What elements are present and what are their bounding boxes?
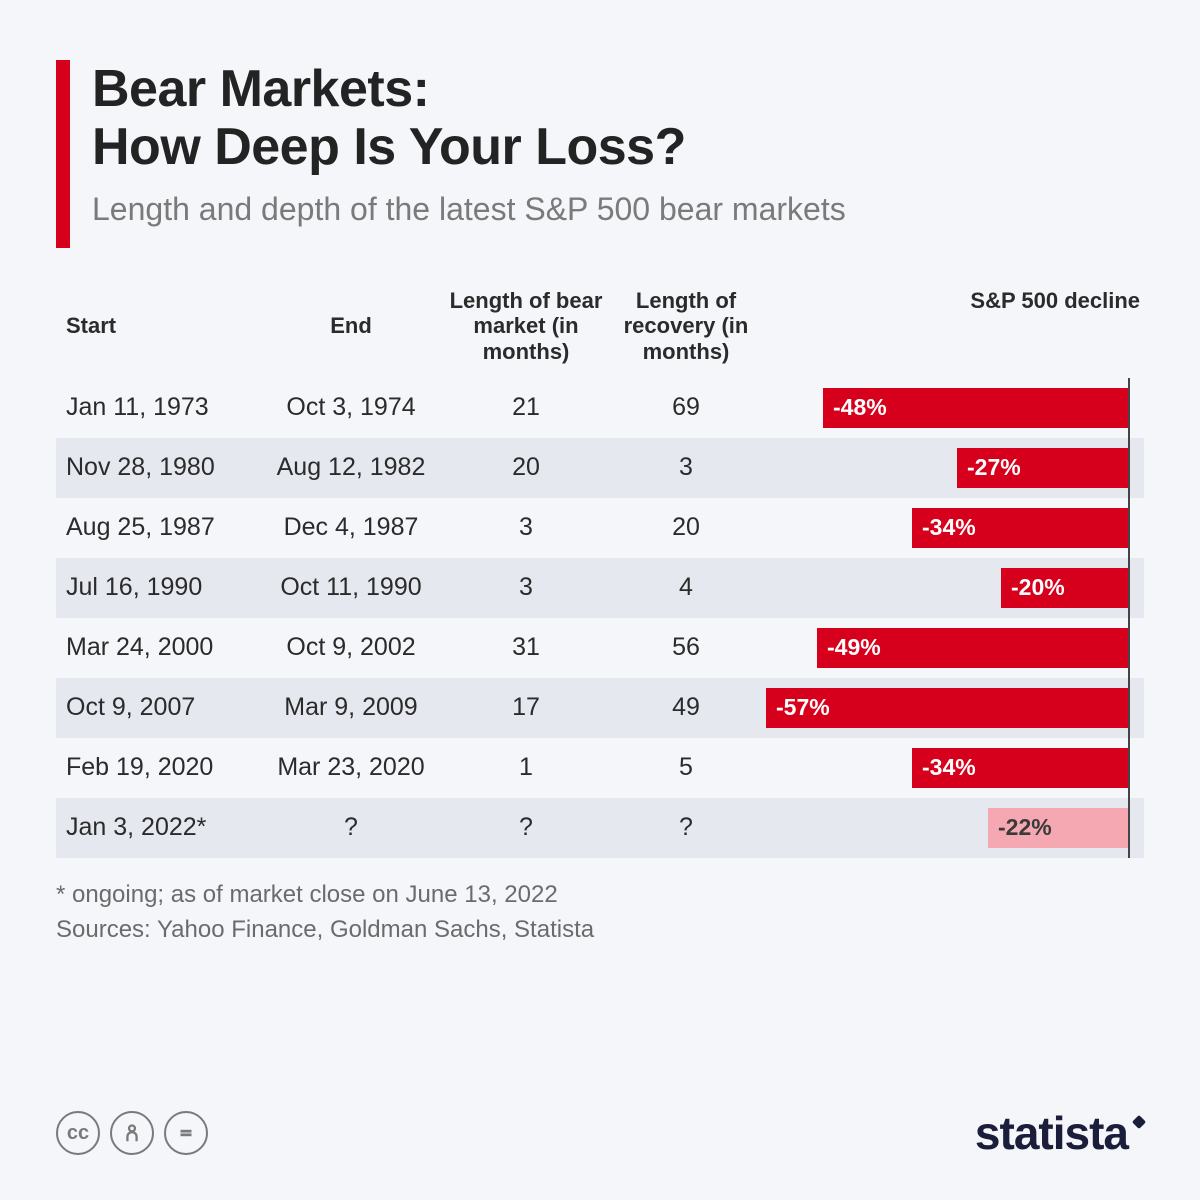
cell-decline: -34%	[766, 498, 1146, 558]
cc-by-icon	[110, 1111, 154, 1155]
bar-track: -57%	[766, 678, 1146, 738]
brand-dot-icon	[1132, 1115, 1146, 1129]
decline-bar: -48%	[823, 388, 1128, 428]
cell-decline: -27%	[766, 438, 1146, 498]
cell-start: Oct 9, 2007	[56, 693, 256, 722]
title-line-1: Bear Markets:	[92, 60, 429, 118]
cell-end: Oct 9, 2002	[256, 633, 446, 662]
cell-end: Oct 11, 1990	[256, 573, 446, 602]
bear-market-table: Start End Length of bear market (in mont…	[56, 288, 1144, 858]
bar-track: -34%	[766, 498, 1146, 558]
cell-recovery: 20	[606, 513, 766, 542]
bar-track: -27%	[766, 438, 1146, 498]
axis-line	[1128, 558, 1130, 618]
decline-bar: -49%	[817, 628, 1128, 668]
table-body: Jan 11, 1973Oct 3, 19742169 -48% Nov 28, 1…	[56, 378, 1144, 858]
cell-start: Nov 28, 1980	[56, 453, 256, 482]
cell-recovery: ?	[606, 813, 766, 842]
cell-start: Jan 11, 1973	[56, 393, 256, 422]
cell-recovery: 69	[606, 393, 766, 422]
axis-line	[1128, 438, 1130, 498]
footnote-line-2: Sources: Yahoo Finance, Goldman Sachs, S…	[56, 913, 1144, 948]
cc-icon: cc	[56, 1111, 100, 1155]
cell-end: Oct 3, 1974	[256, 393, 446, 422]
cell-length: 31	[446, 633, 606, 662]
cell-decline: -22%	[766, 798, 1146, 858]
license-icons: cc	[56, 1111, 208, 1155]
cell-length: 20	[446, 453, 606, 482]
table-row: Mar 24, 2000Oct 9, 20023156 -49%	[56, 618, 1144, 678]
footnote: * ongoing; as of market close on June 13…	[56, 878, 1144, 948]
table-row: Feb 19, 2020Mar 23, 202015 -34%	[56, 738, 1144, 798]
cell-recovery: 56	[606, 633, 766, 662]
axis-line	[1128, 678, 1130, 738]
col-header-start: Start	[56, 313, 256, 338]
cell-end: ?	[256, 813, 446, 842]
table-row: Aug 25, 1987Dec 4, 1987320 -34%	[56, 498, 1144, 558]
cell-length: ?	[446, 813, 606, 842]
cell-length: 3	[446, 513, 606, 542]
bar-track: -20%	[766, 558, 1146, 618]
decline-bar: -34%	[912, 748, 1128, 788]
decline-bar: -20%	[1001, 568, 1128, 608]
bar-track: -34%	[766, 738, 1146, 798]
cell-length: 17	[446, 693, 606, 722]
table-row: Jan 3, 2022*??? -22%	[56, 798, 1144, 858]
cell-length: 1	[446, 753, 606, 782]
cell-recovery: 49	[606, 693, 766, 722]
decline-bar: -57%	[766, 688, 1128, 728]
cell-end: Aug 12, 1982	[256, 453, 446, 482]
title-line-2: How Deep Is Your Loss?	[92, 118, 686, 176]
decline-bar: -22%	[988, 808, 1128, 848]
footer: cc statista	[56, 1106, 1144, 1160]
decline-bar: -27%	[957, 448, 1128, 488]
col-header-decline: S&P 500 decline	[766, 288, 1146, 364]
cell-length: 3	[446, 573, 606, 602]
col-header-length: Length of bear market (in months)	[446, 288, 606, 364]
cell-recovery: 3	[606, 453, 766, 482]
axis-line	[1128, 618, 1130, 678]
bar-track: -22%	[766, 798, 1146, 858]
cell-decline: -34%	[766, 738, 1146, 798]
footnote-line-1: * ongoing; as of market close on June 13…	[56, 878, 1144, 913]
cell-end: Dec 4, 1987	[256, 513, 446, 542]
cell-start: Jul 16, 1990	[56, 573, 256, 602]
table-row: Nov 28, 1980Aug 12, 1982203 -27%	[56, 438, 1144, 498]
cell-length: 21	[446, 393, 606, 422]
col-header-end: End	[256, 313, 446, 338]
axis-line	[1128, 498, 1130, 558]
cell-start: Jan 3, 2022*	[56, 813, 256, 842]
cell-decline: -57%	[766, 678, 1146, 738]
table-row: Jan 11, 1973Oct 3, 19742169 -48%	[56, 378, 1144, 438]
cell-recovery: 5	[606, 753, 766, 782]
bar-track: -49%	[766, 618, 1146, 678]
chart-title: Bear Markets: How Deep Is Your Loss?	[92, 60, 1144, 176]
axis-line	[1128, 738, 1130, 798]
cell-start: Aug 25, 1987	[56, 513, 256, 542]
cell-decline: -49%	[766, 618, 1146, 678]
table-row: Oct 9, 2007Mar 9, 20091749-57%	[56, 678, 1144, 738]
statista-logo: statista	[975, 1106, 1144, 1160]
cc-nd-icon	[164, 1111, 208, 1155]
cell-end: Mar 23, 2020	[256, 753, 446, 782]
cell-start: Mar 24, 2000	[56, 633, 256, 662]
bar-track: -48%	[766, 378, 1146, 438]
cell-decline: -48%	[766, 378, 1146, 438]
cell-recovery: 4	[606, 573, 766, 602]
decline-bar: -34%	[912, 508, 1128, 548]
axis-line	[1128, 798, 1130, 858]
title-accent-bar	[56, 60, 70, 248]
chart-subtitle: Length and depth of the latest S&P 500 b…	[92, 190, 1144, 228]
cell-decline: -20%	[766, 558, 1146, 618]
brand-text: statista	[975, 1107, 1128, 1159]
table-row: Jul 16, 1990Oct 11, 199034 -20%	[56, 558, 1144, 618]
cell-start: Feb 19, 2020	[56, 753, 256, 782]
title-block: Bear Markets: How Deep Is Your Loss? Len…	[92, 60, 1144, 229]
cell-end: Mar 9, 2009	[256, 693, 446, 722]
header: Bear Markets: How Deep Is Your Loss? Len…	[56, 60, 1144, 248]
table-header-row: Start End Length of bear market (in mont…	[56, 288, 1144, 378]
col-header-recovery: Length of recovery (in months)	[606, 288, 766, 364]
axis-line	[1128, 378, 1130, 438]
